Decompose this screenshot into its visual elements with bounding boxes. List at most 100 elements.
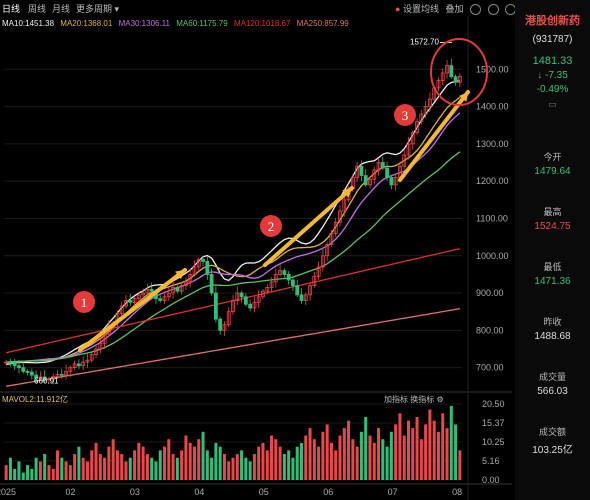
overlay-button[interactable]: 叠加 [445,4,464,14]
volume-bar [85,461,89,480]
candle-body [406,143,411,156]
volume-bar [201,431,205,480]
index-code: (931787) [532,34,573,45]
volume-bar [141,446,145,480]
volume-bar [205,450,209,480]
candle-body [338,210,342,223]
candle-body [29,371,34,376]
candle-body [415,121,419,134]
price-tick-label: 1200.00 [476,176,509,186]
volume-bar [38,461,42,480]
candle-body [158,298,163,301]
candle-body [119,305,124,314]
volume-tick-label: 20.50 [482,399,505,409]
volume-bar [103,457,107,480]
candle-body [265,287,270,292]
candle-body [201,259,205,262]
low-price-label: 666.91 [34,376,59,385]
settings-icon[interactable]: ⚙ [436,395,444,404]
volume-bar [248,461,252,480]
candle-body [21,367,26,372]
candle-body [239,292,244,298]
volume-bar [158,450,162,480]
candle-body [389,177,394,186]
volume-bar [389,431,393,480]
high-label: 最高 [543,207,562,217]
candle-body [380,162,385,169]
volume-bar [321,431,325,480]
ma-legend-item: MA60:1175.79 [176,19,228,28]
volume-bar [325,424,329,480]
candle-body [252,301,257,309]
candle-body [132,298,137,303]
date-tick-label: 04 [194,487,204,497]
candle-body [55,373,60,377]
date-tick-label: 03 [130,487,140,497]
kline-chart[interactable]: 700.00 800.00 900.00 1000.00 1100.00 1200.00 1… [0,0,512,500]
volume-bar [60,457,64,480]
candle-body [175,287,180,292]
zoom-in-icon[interactable] [487,4,499,16]
volume-bar [355,446,359,480]
candle-body [68,367,73,372]
annotation-number: 2 [268,219,275,234]
volume-bar [94,442,98,480]
candle-body [261,290,265,298]
candle-body [209,273,214,294]
ma-line-ma10 [5,80,461,366]
volume-bar [415,416,419,480]
volume-bar [56,450,60,480]
ma-legend-item: MA250:857.99 [296,19,349,28]
volume-bar [124,461,128,480]
candle-body [166,292,171,298]
volume-bar [64,461,68,480]
candle-body [368,178,372,186]
change-value: -7.35 [544,70,568,81]
candle-body [184,281,188,286]
volume-bar [252,454,256,480]
tab-weekly[interactable]: 周线 [28,4,47,14]
volume-bar [454,424,458,480]
switch-indicator-button[interactable]: 换指标 [410,395,435,404]
volume-bar [163,446,167,480]
volume-bar [278,446,282,480]
candle-body [136,294,141,300]
tab-monthly[interactable]: 月线 [52,4,71,14]
volume-bar [299,442,303,480]
candle-body [124,300,128,307]
tab-daily[interactable]: 日线 [2,4,21,14]
price-tick-label: 1500.00 [476,64,509,74]
volume-bar [4,465,8,480]
candle-body [445,65,449,74]
candle-body [376,162,381,171]
volume-bar [81,457,85,480]
candle-body [299,294,304,301]
trend-arrow-3 [398,90,470,182]
zoom-out-icon[interactable] [470,4,482,16]
candle-body [243,296,248,305]
add-indicator-button[interactable]: 加指标 [384,395,408,404]
volume-bar [372,442,376,480]
candle-body [94,348,98,355]
collapse-icon[interactable]: ▭ [548,99,557,109]
settings-ma-button[interactable]: 设置均线 [402,4,439,14]
candle-body [372,169,377,180]
tab-more-periods[interactable]: 更多周期 ▾ [76,4,120,14]
candle-body [393,177,398,186]
ma-line-ma30 [5,112,461,364]
candle-body [171,287,175,294]
volume-bar [77,446,81,480]
candle-body [162,296,167,301]
open-value: 1479.64 [534,166,571,177]
volume-bar [137,442,141,480]
candle-body [149,288,154,292]
candle-body [316,266,321,277]
candle-body [278,270,282,275]
volume-bar [270,435,274,480]
volume-bar [167,439,171,480]
volume-bar [334,450,338,480]
ma-legend-item: MA120:1018.67 [233,19,291,28]
candle-body [410,132,415,145]
adjust-icon[interactable]: ● [395,4,401,14]
volume-bar [231,457,235,480]
